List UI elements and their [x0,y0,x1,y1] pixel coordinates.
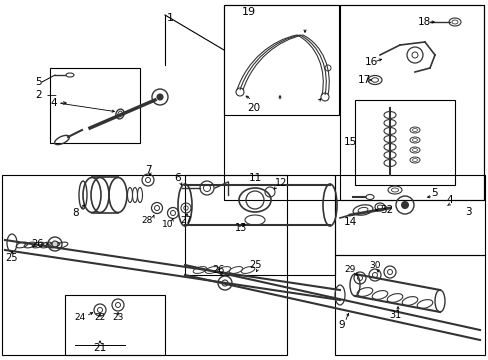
Text: 23: 23 [112,314,123,323]
Text: 29: 29 [344,266,355,274]
Text: 31: 31 [388,310,400,320]
Text: 3: 3 [464,207,470,217]
Bar [339,5,483,200]
Text: 26: 26 [31,239,43,249]
Bar [334,175,484,255]
Bar [224,5,338,115]
Bar [184,175,334,275]
Bar [334,255,484,355]
Text: 8: 8 [72,208,79,218]
Bar [2,175,286,355]
Text: 24: 24 [74,314,85,323]
Text: 15: 15 [343,137,357,147]
Text: 19: 19 [242,7,256,17]
Text: 25: 25 [6,253,18,263]
Text: 20: 20 [246,103,260,113]
Text: 14: 14 [343,217,357,227]
Circle shape [401,202,407,208]
Text: 26: 26 [211,265,224,275]
Text: 10: 10 [162,220,173,229]
Text: 21: 21 [93,343,106,353]
Text: 13: 13 [235,223,247,233]
Text: —: — [47,90,57,100]
Text: 25: 25 [248,260,261,270]
Circle shape [157,94,163,100]
Text: 16: 16 [364,57,378,67]
Text: 12: 12 [274,178,287,188]
Text: 5: 5 [35,77,41,87]
Text: 17: 17 [357,75,370,85]
Text: 18: 18 [417,17,430,27]
Bar [354,100,454,185]
Text: 11: 11 [248,173,261,183]
Text: 22: 22 [94,314,105,323]
Bar [50,68,140,143]
Text: 7: 7 [144,165,151,175]
Text: 1: 1 [167,13,174,23]
Text: 5: 5 [431,188,437,198]
Text: 4: 4 [446,195,452,205]
Text: 6: 6 [174,173,181,183]
Bar [65,295,164,355]
Text: 2: 2 [35,90,41,100]
Text: 32: 32 [379,205,392,215]
Text: 28: 28 [141,216,152,225]
Text: 30: 30 [368,261,380,270]
Ellipse shape [52,241,58,247]
Text: 27: 27 [180,216,191,225]
Bar [224,5,483,200]
Text: 9: 9 [338,320,345,330]
Text: 4: 4 [50,98,57,108]
